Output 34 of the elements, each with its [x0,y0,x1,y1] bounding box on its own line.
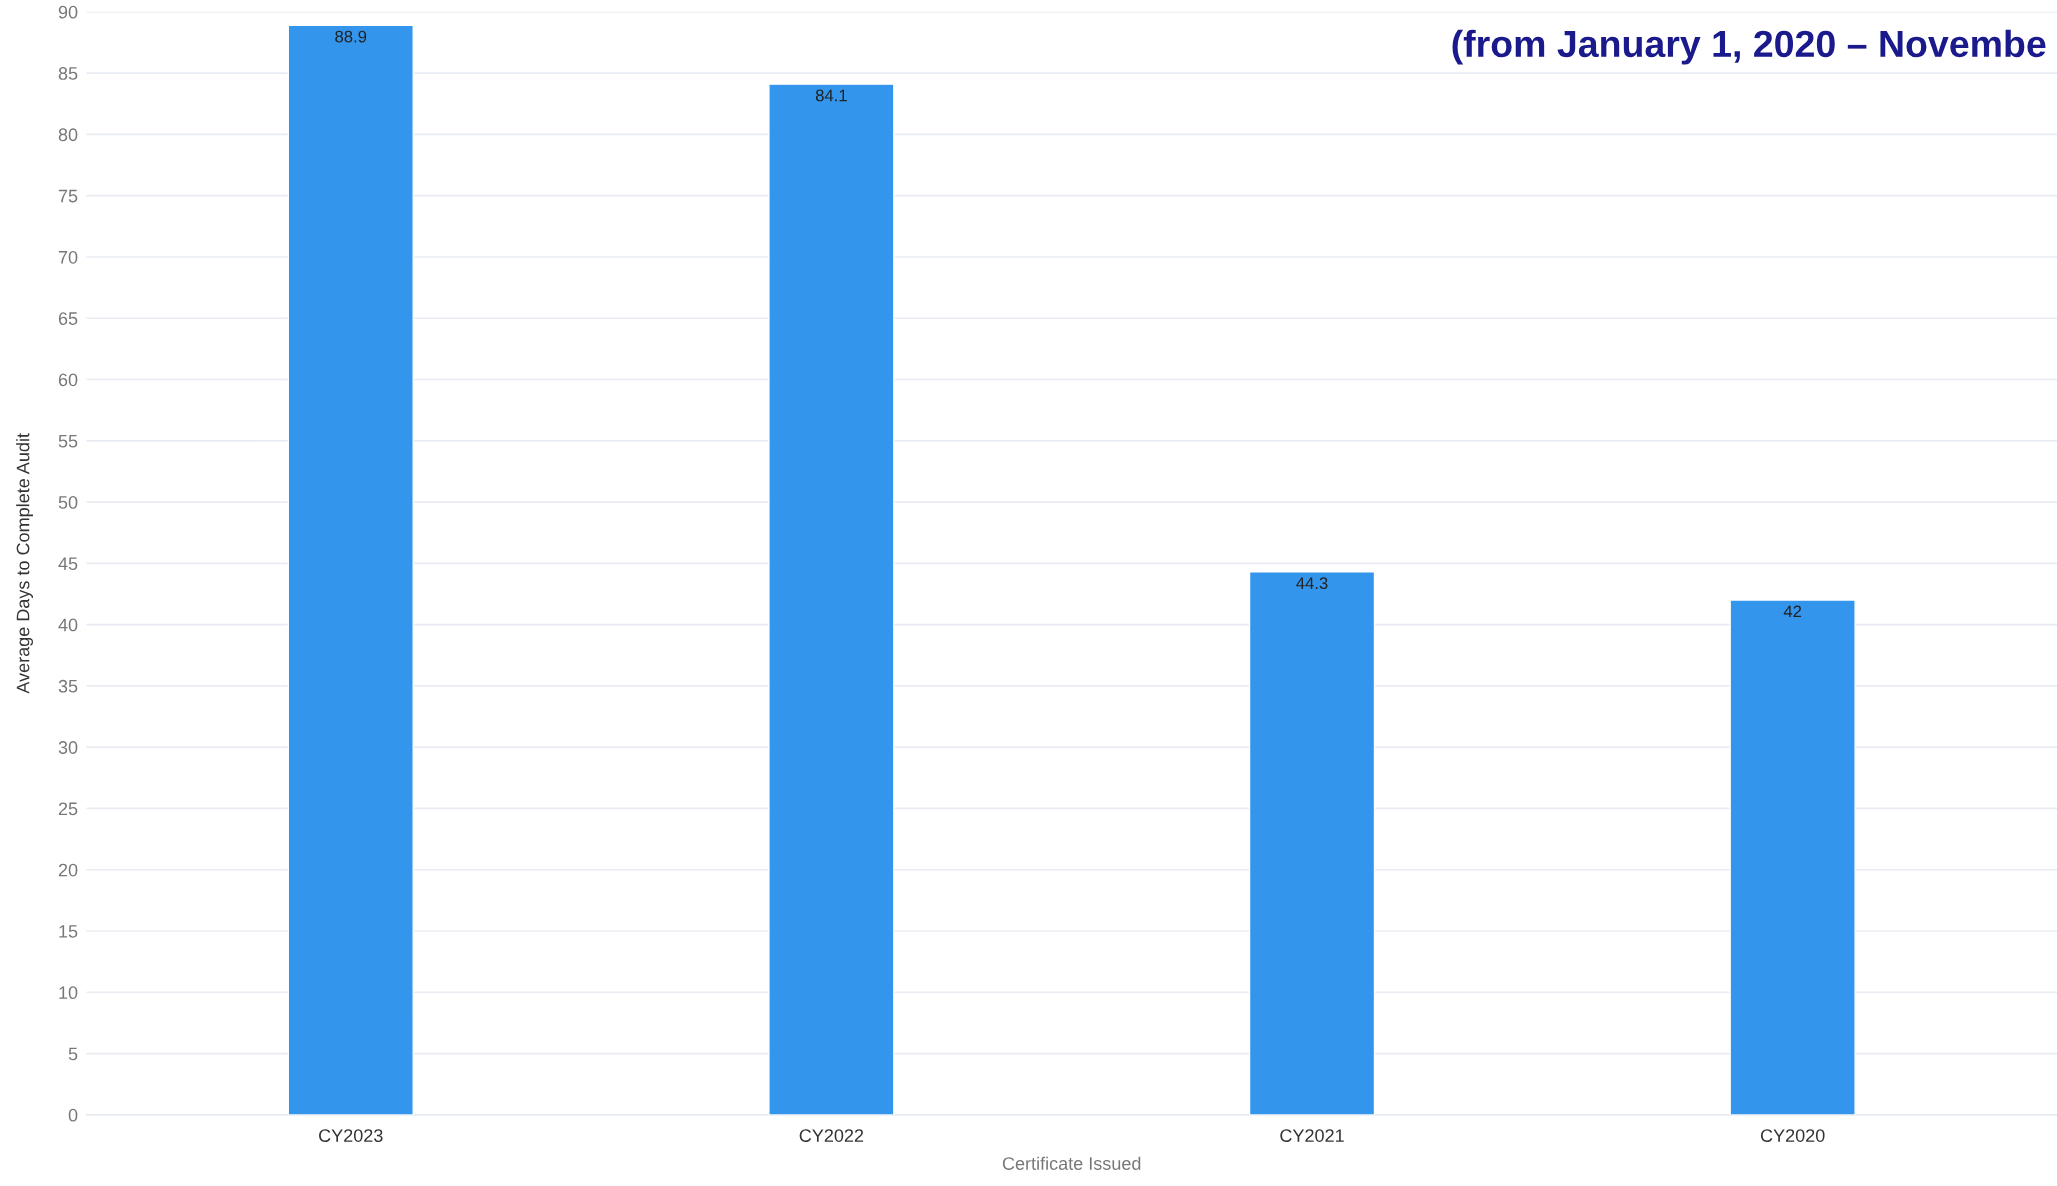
y-tick-label: 35 [58,679,78,693]
y-tick-label: 20 [58,863,78,877]
y-tick-label: 70 [58,250,78,264]
x-axis-title: Certificate Issued [1002,1156,1141,1170]
y-tick-label: 55 [58,434,78,448]
data-label: 42 [1783,605,1802,618]
chart-subtitle: (from January 1, 2020 – Novembe [1452,29,2046,65]
x-tick-label: CY2022 [799,1129,864,1142]
y-tick-label: 85 [58,67,78,80]
bar [1248,571,1376,1115]
x-tick-label: CY2020 [1760,1129,1825,1142]
y-tick-label: 30 [58,741,78,754]
y-tick-label: 65 [58,312,78,325]
y-tick-label: 45 [58,557,78,571]
data-label: 88.9 [335,30,367,43]
data-label: 84.1 [815,89,847,102]
x-tick-label: CY2023 [319,1129,383,1142]
y-axis-title: Average Days to Complete Audit [16,433,33,694]
y-tick-label: 15 [59,925,78,938]
y-tick-label: 25 [58,802,78,816]
y-tick-label: 80 [58,128,78,142]
y-tick-label: 5 [68,1047,78,1061]
y-tick-label: 40 [58,618,78,632]
y-tick-label: 90 [58,5,78,19]
y-tick-label: 60 [58,373,78,387]
y-tick-label: 0 [68,1108,78,1122]
bar [1729,599,1856,1115]
x-tick-label: CY2021 [1280,1129,1344,1142]
data-label: 44.3 [1296,577,1328,590]
bar [287,24,414,1115]
y-tick-label: 10 [59,986,78,1000]
y-tick-label: 75 [58,189,78,203]
y-tick-label: 50 [58,496,78,509]
bar [768,83,895,1115]
